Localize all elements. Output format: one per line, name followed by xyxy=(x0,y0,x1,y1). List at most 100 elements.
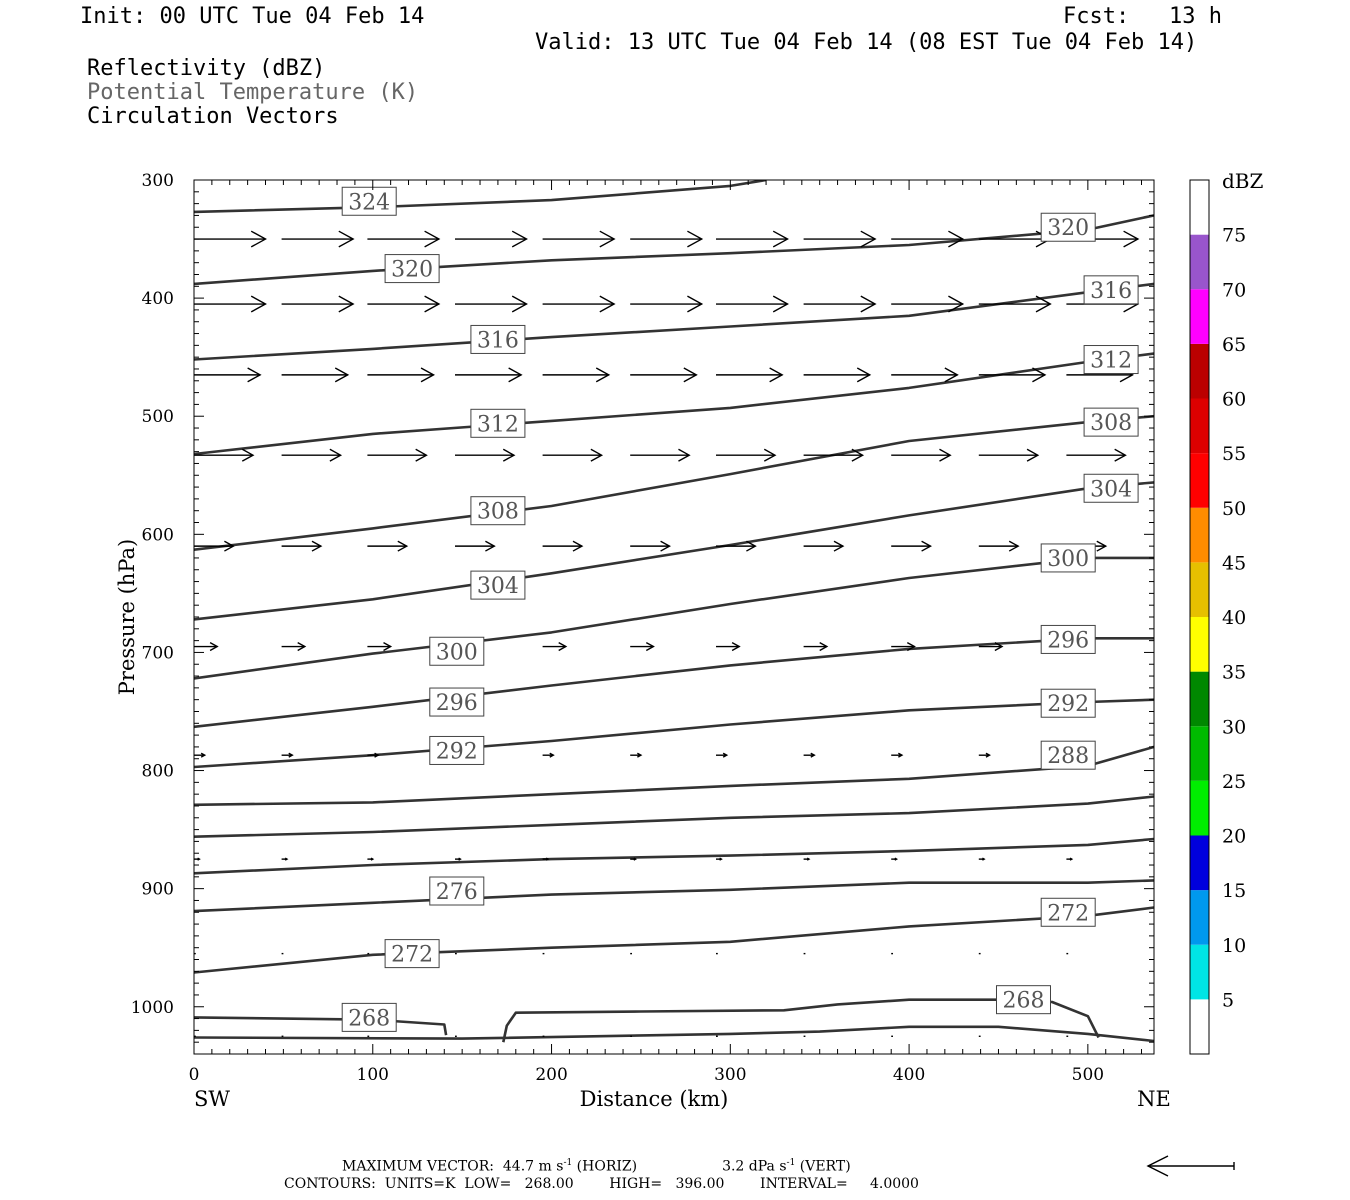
isentrope-280 xyxy=(194,837,1154,875)
vector-head xyxy=(687,230,704,248)
y-tick-label: 600 xyxy=(142,525,174,545)
isentrope-label-box-268 xyxy=(995,985,1051,1015)
colorbar-tick-label: 50 xyxy=(1222,498,1246,520)
vector-head xyxy=(948,230,965,248)
vector-head xyxy=(906,641,916,652)
x-tick-label: 100 xyxy=(357,1065,389,1085)
isentrope-label-box-292 xyxy=(429,735,485,765)
isentrope-labels: 324 320 320 316 316 312 312 308 308 304 304 300 300 2… xyxy=(341,186,1139,1032)
max-vector-arrow xyxy=(1146,1155,1235,1177)
vector-head xyxy=(370,857,375,861)
vector-head xyxy=(383,641,393,652)
colorbar-bin-30 xyxy=(1190,671,1209,727)
vector-head xyxy=(810,752,816,758)
isentrope-label-296: 296 xyxy=(1047,628,1089,653)
y-tick-label: 500 xyxy=(142,407,174,427)
horiz-exponent: -1 xyxy=(563,1158,573,1168)
vector-head xyxy=(288,752,294,758)
max-vector-horiz: 44.7 m s xyxy=(502,1158,564,1175)
colorbar-frame xyxy=(1189,179,1210,1055)
isentrope-label-box-300 xyxy=(429,636,485,666)
vector-head xyxy=(633,857,638,861)
vector-head xyxy=(599,230,616,248)
colorbar-tick-label: 70 xyxy=(1222,279,1246,301)
vector-head xyxy=(772,295,789,313)
init-time: Init: 00 UTC Tue 04 Feb 14 xyxy=(80,4,425,29)
isentrope-label-box-312 xyxy=(1083,345,1139,375)
colorbar-tick-label: 45 xyxy=(1222,552,1246,574)
vector-head xyxy=(687,295,704,313)
vector-head xyxy=(860,230,877,248)
colorbar-tick-label: 35 xyxy=(1222,662,1246,684)
isentrope-label-box-276 xyxy=(429,876,485,906)
y-tick-label: 400 xyxy=(142,289,174,309)
valid-time: Valid: 13 UTC Tue 04 Feb 14 (08 EST Tue … xyxy=(535,30,1198,55)
x-tick-label: 400 xyxy=(893,1065,925,1085)
isentrope-276 xyxy=(194,879,1154,913)
isentrope-324 xyxy=(194,180,767,214)
vector-head xyxy=(572,540,584,552)
isentrope-label-box-272 xyxy=(1040,897,1096,927)
vector-head xyxy=(508,367,523,383)
colorbar-tick-label: 60 xyxy=(1222,389,1246,411)
isentrope-308 xyxy=(194,414,1154,551)
vector-head xyxy=(833,540,845,552)
y-tick-label: 900 xyxy=(142,880,174,900)
vector-head xyxy=(731,641,741,652)
vector-head xyxy=(209,641,219,652)
colorbar: 5 10 15 20 25 30 35 40 45 50 55 60 65 70 75 dBZ xyxy=(1189,169,1264,1055)
vector-head xyxy=(284,857,289,861)
vector-head xyxy=(948,295,965,313)
vector-head xyxy=(458,857,462,861)
vector-head xyxy=(856,367,872,383)
x-tick-label: 300 xyxy=(714,1065,746,1085)
vector-head xyxy=(424,230,441,248)
axes: 0 100 200 300 400 500 300 400 500 600 700 800 900 100… xyxy=(115,171,1171,1111)
x-axis-label: Distance (km) xyxy=(580,1087,729,1111)
colorbar-bin-75 xyxy=(1190,180,1209,235)
colorbar-tick-label: 40 xyxy=(1222,607,1246,629)
field-reflectivity: Reflectivity (dBZ) xyxy=(87,56,326,81)
isentrope-284 xyxy=(194,795,1154,838)
isentrope-label-box-292 xyxy=(1040,688,1096,718)
isentrope-label-308: 308 xyxy=(477,500,519,525)
isentrope-label-316: 316 xyxy=(477,328,519,353)
isentrope-label-276: 276 xyxy=(436,880,478,905)
vector-head xyxy=(860,295,877,313)
vector-head xyxy=(921,540,932,552)
vector-head xyxy=(894,857,899,861)
vector-head xyxy=(374,752,380,758)
vector-head xyxy=(338,295,355,313)
vector-head xyxy=(939,448,952,462)
colorbar-bin-55 xyxy=(1190,398,1209,454)
isentrope-312 xyxy=(194,352,1154,456)
vector-head xyxy=(722,752,729,758)
colorbar-tick-label: 30 xyxy=(1222,716,1246,738)
vector-head xyxy=(769,367,784,383)
vector-head xyxy=(297,641,307,652)
isentrope-label-box-308 xyxy=(1083,407,1139,437)
y-tick-label: 700 xyxy=(142,643,174,663)
vector-head xyxy=(851,448,865,462)
vector-head xyxy=(197,857,201,861)
vector-head xyxy=(329,448,343,462)
vector-head xyxy=(1123,230,1140,248)
colorbar-bin-15 xyxy=(1190,835,1209,891)
x-tick-label: 0 xyxy=(189,1065,200,1085)
vector-head xyxy=(200,752,207,758)
max-vector-label: MAXIMUM VECTOR: xyxy=(342,1158,494,1175)
colorbar-bin-60 xyxy=(1190,343,1209,399)
isentropes xyxy=(194,180,1154,1043)
vector-head xyxy=(1035,295,1052,313)
colorbar-tick-label: 20 xyxy=(1222,826,1246,848)
isentrope-label-box-316 xyxy=(470,324,526,354)
isentrope-label-316: 316 xyxy=(1090,279,1132,304)
vector-head xyxy=(549,752,555,758)
y-tick-label: 300 xyxy=(142,171,174,191)
isentrope-label-box-316 xyxy=(1083,275,1139,305)
y-axis-label: Pressure (hPa) xyxy=(115,539,139,695)
vector-head xyxy=(719,857,723,861)
vector-head xyxy=(683,367,698,383)
vector-head xyxy=(1008,540,1020,552)
isentrope-label-300: 300 xyxy=(436,640,478,665)
